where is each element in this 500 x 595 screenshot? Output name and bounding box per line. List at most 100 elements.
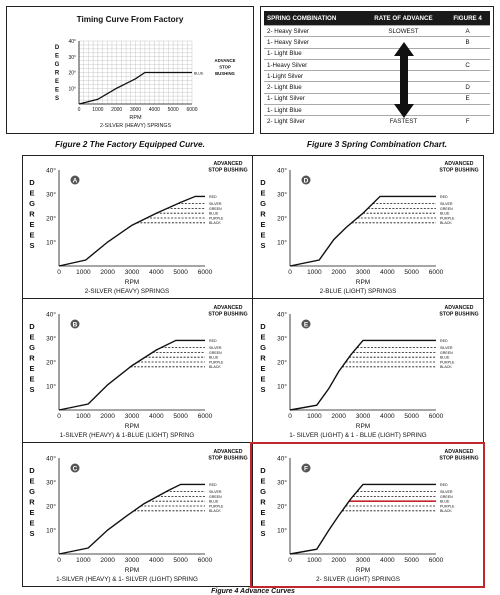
panel-letter-badge bbox=[70, 463, 80, 473]
advanced-stop-annotation: ADVANCED bbox=[213, 449, 242, 455]
panel-letter-badge bbox=[301, 463, 311, 473]
cell-figure: B bbox=[445, 36, 490, 49]
y-axis-letter: E bbox=[29, 508, 34, 517]
bushing-color-label: SILVER bbox=[440, 346, 453, 350]
y-tick-label: 20° bbox=[277, 359, 287, 367]
advanced-stop-annotation: STOP BUSHING bbox=[439, 312, 478, 318]
advance-stop-annotation: STOP bbox=[219, 65, 231, 70]
advance-curve-line bbox=[289, 483, 436, 555]
y-axis-letter: E bbox=[29, 333, 34, 342]
advance-curve-panel-c: 40° 30° 20° 10° D E G R E E S 0 1000 2000 3000 4000 5000… bbox=[22, 443, 253, 587]
cell-rate bbox=[361, 36, 446, 49]
y-axis-letter: S bbox=[260, 385, 265, 394]
advance-curve-panel-e: 40° 30° 20° 10° D E G R E E S 0 1000 2000 3000 4000 5000… bbox=[253, 299, 484, 443]
y-tick-label: 40° bbox=[46, 455, 56, 463]
x-axis-label: RPM bbox=[125, 279, 139, 286]
table-row: 2- Light Silver FASTEST F bbox=[264, 115, 490, 127]
x-tick-label: 5000 bbox=[173, 413, 188, 420]
y-tick-label: 30° bbox=[46, 335, 56, 343]
x-tick-label: 6000 bbox=[186, 107, 197, 113]
bushing-color-label: BLUE bbox=[440, 500, 450, 504]
advance-curve-line bbox=[58, 339, 205, 411]
bushing-color-label: RED bbox=[440, 339, 448, 343]
panel-spring-label: 2-SILVER (HEAVY) SPRINGS bbox=[85, 288, 169, 295]
x-tick-label: 2000 bbox=[111, 107, 122, 113]
x-tick-label: 1000 bbox=[76, 413, 91, 420]
x-tick-label: 5000 bbox=[173, 269, 188, 276]
advance-curve-panel-a: 40° 30° 20° 10° D E G R E E S 0 1000 2000 3000 4000 5000… bbox=[22, 155, 253, 299]
y-tick-label: 40° bbox=[277, 311, 287, 319]
y-tick-label: 40° bbox=[277, 455, 287, 463]
y-axis-letter: G bbox=[29, 487, 35, 496]
y-axis-letter: R bbox=[29, 210, 35, 219]
y-axis-letter: R bbox=[260, 498, 266, 507]
y-tick-label: 30° bbox=[46, 191, 56, 199]
y-tick-label: 10° bbox=[277, 239, 287, 247]
bushing-color-label: PURPLE bbox=[209, 216, 224, 220]
y-tick-label: 30° bbox=[277, 335, 287, 343]
panel-letter-badge bbox=[70, 175, 80, 185]
cell-figure bbox=[445, 70, 490, 82]
x-tick-label: 6000 bbox=[429, 269, 444, 276]
x-tick-label: 5000 bbox=[173, 557, 188, 564]
advanced-stop-annotation: ADVANCED bbox=[444, 449, 473, 455]
x-tick-label: 4000 bbox=[380, 269, 395, 276]
spring-combination-table: SPRING COMBINATION RATE OF ADVANCE FIGUR… bbox=[264, 11, 490, 127]
bushing-color-label: BLACK bbox=[209, 365, 221, 369]
x-tick-label: 0 bbox=[57, 557, 61, 564]
advance-curve-line bbox=[289, 195, 436, 267]
y-tick-label: 10° bbox=[277, 527, 287, 535]
y-axis-letter: G bbox=[260, 343, 266, 352]
y-axis-letter: G bbox=[55, 62, 60, 68]
y-axis-letter: E bbox=[260, 220, 265, 229]
bushing-color-label: RED bbox=[440, 195, 448, 199]
y-axis-letter: G bbox=[260, 199, 266, 208]
x-tick-label: 1000 bbox=[307, 413, 322, 420]
cell-figure: D bbox=[445, 81, 490, 94]
bushing-color-label: BLUE bbox=[209, 500, 219, 504]
y-axis-letter: D bbox=[29, 466, 35, 475]
y-tick-label: 10° bbox=[68, 86, 76, 92]
y-axis-letter: S bbox=[260, 241, 265, 250]
y-axis-letter: E bbox=[260, 231, 265, 240]
cell-figure bbox=[445, 104, 490, 116]
figure-3-caption: Figure 3 Spring Combination Chart. bbox=[306, 139, 448, 149]
factory-curve-line bbox=[78, 71, 192, 105]
x-axis-label: RPM bbox=[356, 423, 370, 430]
advance-curves-grid bbox=[22, 155, 484, 587]
advanced-stop-annotation: STOP BUSHING bbox=[439, 168, 478, 174]
x-tick-label: 2000 bbox=[100, 269, 115, 276]
factory-curve-chart: Timing Curve From Factory40°30°20°10°DEG… bbox=[55, 15, 236, 129]
y-axis-letter: E bbox=[55, 79, 59, 85]
bushing-color-label: SILVER bbox=[209, 346, 222, 350]
cell-figure: A bbox=[445, 24, 490, 37]
cell-rate: SLOWEST bbox=[361, 24, 446, 37]
x-tick-label: 6000 bbox=[429, 557, 444, 564]
bushing-color-label: PURPLE bbox=[440, 504, 455, 508]
panel-letter-badge bbox=[301, 319, 311, 329]
bushing-color-label: GREEN bbox=[209, 495, 222, 499]
panel-spring-label: 2-BLUE (LIGHT) SPRINGS bbox=[320, 288, 397, 295]
y-tick-label: 10° bbox=[46, 527, 56, 535]
bushing-color-label: GREEN bbox=[209, 207, 222, 211]
panel-spring-label: 1- SILVER (LIGHT) & 1 - BLUE (LIGHT) SPR… bbox=[289, 432, 426, 439]
y-axis-letter: R bbox=[29, 498, 35, 507]
bushing-color-label: PURPLE bbox=[440, 360, 455, 364]
figure-2-caption: Figure 2 The Factory Equipped Curve. bbox=[55, 139, 205, 149]
panel-spring-label: 2- SILVER (LIGHT) SPRINGS bbox=[316, 576, 400, 583]
table-row: 2- Light Blue D bbox=[264, 81, 490, 94]
table-row: 1- Light Blue bbox=[264, 104, 490, 116]
y-axis-letter: D bbox=[260, 322, 266, 331]
x-tick-label: 2000 bbox=[331, 269, 346, 276]
x-tick-label: 1000 bbox=[307, 269, 322, 276]
y-axis-letter: E bbox=[260, 477, 265, 486]
cell-figure: F bbox=[445, 115, 490, 127]
x-tick-label: 6000 bbox=[198, 557, 213, 564]
y-tick-label: 30° bbox=[46, 479, 56, 487]
table-row: 2- Heavy Silver SLOWEST A bbox=[264, 24, 490, 37]
bushing-color-label: BLACK bbox=[440, 509, 452, 513]
figure-4-caption: Figure 4 Advance Curves bbox=[211, 588, 295, 595]
